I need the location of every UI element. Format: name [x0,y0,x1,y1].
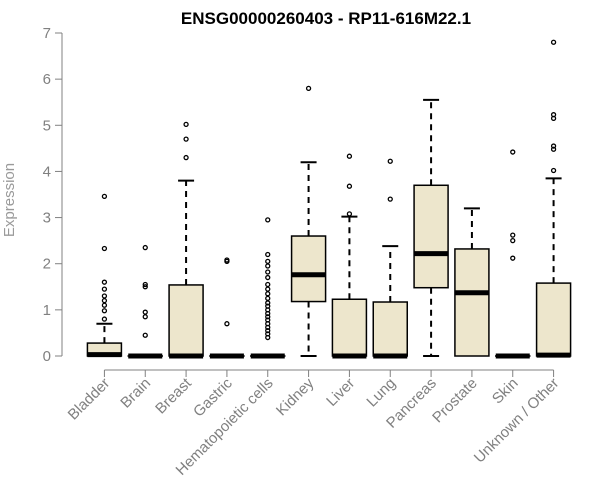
y-tick-label: 6 [43,71,51,88]
y-tick-label: 3 [43,210,51,227]
box-breast [168,121,204,359]
outlier-point [510,149,516,155]
outlier-point [265,331,271,337]
y-tick-label: 7 [43,25,51,42]
outlier-point [101,297,108,304]
x-tick-label: Bladder [65,375,114,424]
y-tick-label: 5 [43,117,51,134]
outlier-point [101,286,108,292]
y-axis: 0 1 2 3 4 5 6 7 [43,25,63,365]
box-brain [127,244,163,359]
outlier-point [265,286,271,292]
outlier-point [305,85,312,92]
x-tick-label: Brain [117,375,154,412]
y-axis-label: Expression [1,163,18,237]
box-bladder [86,193,123,358]
outlier-point [224,257,230,263]
outlier-point [510,255,516,261]
box-gastric [209,257,245,359]
outlier-point [265,327,271,334]
outlier-point [346,211,353,217]
outlier-point [101,279,108,285]
chart-title: ENSG00000260403 - RP11-616M22.1 [181,9,471,28]
outlier-point [101,293,108,299]
outlier-point [265,303,271,309]
box-unknown-other [535,39,572,358]
box-iqr [168,284,204,357]
y-tick-label: 1 [43,302,51,319]
outlier-point [265,314,271,320]
y-tick-label: 2 [43,256,51,273]
outlier-point [510,232,516,238]
outlier-point [101,316,108,322]
box-kidney [290,85,327,357]
outlier-point [101,308,108,314]
x-tick-label: Liver [323,375,358,410]
box-prostate [454,207,490,357]
outlier-point [265,251,271,258]
outlier-point [265,217,271,223]
outlier-point [265,258,271,265]
outlier-point [101,245,108,252]
x-tick-label: Skin [489,375,522,408]
outlier-point [387,196,393,202]
outlier-point [183,154,189,161]
outlier-point [142,309,148,315]
outlier-point [550,112,557,118]
outlier-point [265,281,271,288]
outlier-point [550,143,557,149]
box-iqr [331,298,368,357]
box-iqr [290,235,327,303]
outlier-point [510,237,516,244]
outlier-point [224,321,230,327]
outlier-point [142,314,148,320]
outlier-point [142,281,148,288]
outlier-point [265,274,271,281]
outlier-point [101,193,108,199]
outlier-point [265,263,271,269]
outlier-point [265,317,271,323]
y-tick-label: 0 [43,348,51,365]
outlier-point [265,295,271,301]
outlier-point [550,146,557,152]
box-iqr [454,248,490,357]
x-tick-label: Breast [152,374,195,417]
box-iqr [535,282,572,357]
box-liver [331,153,368,359]
outlier-point [265,269,271,275]
x-tick-label: Kidney [273,374,318,419]
outlier-point [346,153,353,159]
y-tick-label: 4 [43,163,51,180]
outlier-point [550,167,557,174]
box-series [86,39,572,359]
box-skin [495,149,531,359]
outlier-point [183,121,189,128]
outlier-point [142,284,148,290]
box-hematopoietic-cells [250,217,286,359]
box-iqr [413,184,449,289]
outlier-point [265,300,271,306]
outlier-point [265,291,271,297]
x-tick-label: Lung [363,375,399,411]
box-lung [372,158,408,359]
outlier-point [387,158,393,164]
outlier-point [142,244,148,251]
box-pancreas [413,98,449,357]
outlier-point [101,302,108,308]
outlier-point [346,183,353,189]
outlier-point [183,136,189,142]
outlier-point [550,39,557,45]
outlier-point [142,332,148,338]
x-tick-label: Prostate [429,375,481,427]
box-iqr [372,301,408,357]
